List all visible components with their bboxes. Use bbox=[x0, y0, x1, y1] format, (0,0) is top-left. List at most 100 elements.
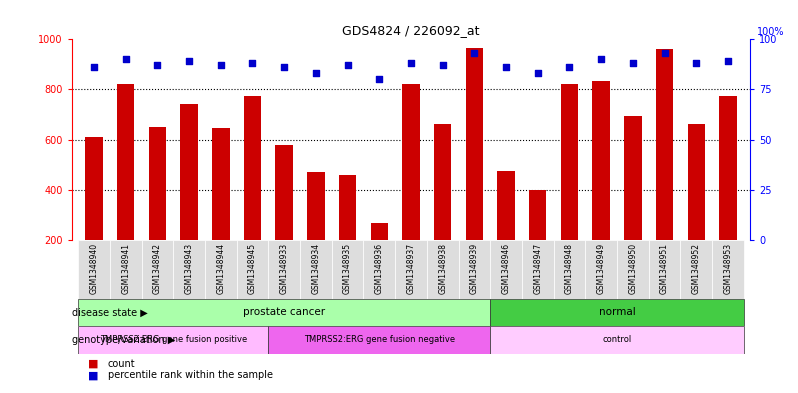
Text: GSM1348953: GSM1348953 bbox=[724, 242, 733, 294]
Text: genotype/variation ▶: genotype/variation ▶ bbox=[72, 335, 175, 345]
Point bbox=[278, 64, 290, 70]
Bar bbox=[592, 81, 610, 290]
Text: GSM1348940: GSM1348940 bbox=[89, 242, 98, 294]
Point bbox=[468, 50, 480, 57]
Bar bbox=[617, 240, 649, 299]
Point bbox=[626, 60, 639, 66]
Bar bbox=[78, 299, 490, 326]
Bar bbox=[688, 125, 705, 290]
Point bbox=[689, 60, 702, 66]
Text: normal: normal bbox=[598, 307, 635, 318]
Bar bbox=[363, 240, 395, 299]
Text: percentile rank within the sample: percentile rank within the sample bbox=[108, 370, 273, 380]
Point bbox=[183, 58, 196, 64]
Point bbox=[120, 56, 132, 62]
Bar bbox=[434, 125, 452, 290]
Text: GSM1348951: GSM1348951 bbox=[660, 242, 669, 294]
Text: control: control bbox=[602, 336, 632, 344]
Bar bbox=[656, 49, 674, 290]
Text: GSM1348938: GSM1348938 bbox=[438, 242, 447, 294]
Bar bbox=[339, 174, 356, 290]
Point bbox=[721, 58, 734, 64]
Point bbox=[342, 62, 354, 68]
Point bbox=[215, 62, 227, 68]
Bar bbox=[624, 116, 642, 290]
Bar bbox=[307, 172, 325, 290]
Text: GSM1348947: GSM1348947 bbox=[533, 242, 543, 294]
Bar bbox=[522, 240, 554, 299]
Text: GSM1348948: GSM1348948 bbox=[565, 242, 574, 294]
Text: disease state ▶: disease state ▶ bbox=[72, 307, 148, 318]
Bar bbox=[427, 240, 459, 299]
Bar bbox=[370, 224, 388, 290]
Point bbox=[151, 62, 164, 68]
Point bbox=[658, 50, 671, 57]
Text: GSM1348944: GSM1348944 bbox=[216, 242, 225, 294]
Bar bbox=[497, 171, 515, 290]
Bar bbox=[117, 84, 134, 290]
Bar bbox=[585, 240, 617, 299]
Bar bbox=[78, 240, 110, 299]
Bar bbox=[78, 326, 268, 354]
Point bbox=[563, 64, 576, 70]
Text: GSM1348935: GSM1348935 bbox=[343, 242, 352, 294]
Bar bbox=[180, 105, 198, 290]
Bar bbox=[649, 240, 681, 299]
Text: GSM1348952: GSM1348952 bbox=[692, 242, 701, 294]
Point bbox=[88, 64, 101, 70]
Bar bbox=[719, 95, 737, 290]
Point bbox=[310, 70, 322, 77]
Bar bbox=[402, 84, 420, 290]
Bar bbox=[212, 128, 230, 290]
Bar bbox=[237, 240, 268, 299]
Bar bbox=[110, 240, 141, 299]
Bar bbox=[529, 189, 547, 290]
Point bbox=[437, 62, 449, 68]
Bar bbox=[459, 240, 490, 299]
Bar bbox=[490, 240, 522, 299]
Bar bbox=[268, 326, 490, 354]
Bar bbox=[554, 240, 585, 299]
Text: GSM1348937: GSM1348937 bbox=[406, 242, 416, 294]
Text: TMPRSS2:ERG gene fusion positive: TMPRSS2:ERG gene fusion positive bbox=[100, 336, 247, 344]
Text: ■: ■ bbox=[88, 370, 98, 380]
Bar bbox=[173, 240, 205, 299]
Bar bbox=[712, 240, 744, 299]
Text: count: count bbox=[108, 358, 136, 369]
Text: GSM1348942: GSM1348942 bbox=[153, 242, 162, 294]
Title: GDS4824 / 226092_at: GDS4824 / 226092_at bbox=[342, 24, 480, 37]
Bar bbox=[148, 127, 166, 290]
Text: ■: ■ bbox=[88, 358, 98, 369]
Point bbox=[405, 60, 417, 66]
Bar bbox=[332, 240, 363, 299]
Point bbox=[500, 64, 512, 70]
Bar bbox=[275, 145, 293, 290]
Point bbox=[246, 60, 259, 66]
Bar bbox=[268, 240, 300, 299]
Text: GSM1348943: GSM1348943 bbox=[184, 242, 194, 294]
Text: GSM1348934: GSM1348934 bbox=[311, 242, 320, 294]
Bar bbox=[243, 95, 261, 290]
Bar bbox=[490, 326, 744, 354]
Text: GSM1348945: GSM1348945 bbox=[248, 242, 257, 294]
Bar bbox=[466, 48, 483, 290]
Bar bbox=[490, 299, 744, 326]
Text: TMPRSS2:ERG gene fusion negative: TMPRSS2:ERG gene fusion negative bbox=[304, 336, 455, 344]
Text: GSM1348939: GSM1348939 bbox=[470, 242, 479, 294]
Point bbox=[595, 56, 607, 62]
Bar bbox=[681, 240, 712, 299]
Text: GSM1348941: GSM1348941 bbox=[121, 242, 130, 294]
Bar bbox=[561, 84, 579, 290]
Text: 100%: 100% bbox=[757, 27, 784, 37]
Text: GSM1348950: GSM1348950 bbox=[628, 242, 638, 294]
Text: prostate cancer: prostate cancer bbox=[243, 307, 326, 318]
Text: GSM1348933: GSM1348933 bbox=[279, 242, 289, 294]
Point bbox=[531, 70, 544, 77]
Bar bbox=[395, 240, 427, 299]
Bar bbox=[300, 240, 332, 299]
Bar bbox=[141, 240, 173, 299]
Text: GSM1348936: GSM1348936 bbox=[375, 242, 384, 294]
Text: GSM1348949: GSM1348949 bbox=[597, 242, 606, 294]
Bar bbox=[205, 240, 237, 299]
Bar bbox=[85, 137, 103, 290]
